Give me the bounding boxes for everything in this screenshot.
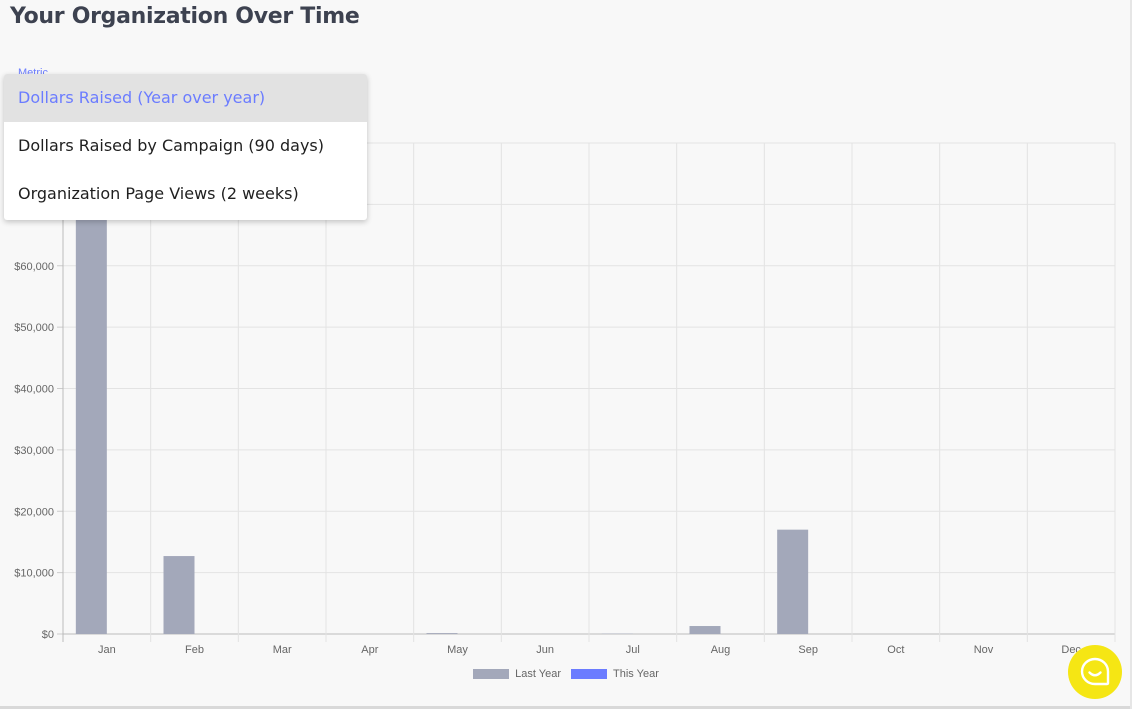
metric-dropdown-menu: Dollars Raised (Year over year) Dollars … (4, 74, 367, 220)
y-tick-label: $50,000 (14, 322, 54, 334)
bar-last-year-sep (777, 529, 809, 634)
bar-last-year-feb (163, 556, 195, 634)
x-tick-label: Jul (626, 644, 640, 656)
chat-launcher-button[interactable] (1068, 645, 1122, 699)
legend-swatch-this-year (571, 669, 607, 679)
legend-label-this-year: This Year (613, 668, 659, 680)
bar-last-year-may (426, 633, 458, 634)
legend-swatch-last-year (473, 669, 510, 679)
x-tick-label: Apr (361, 644, 378, 656)
bottom-border (0, 706, 1132, 709)
x-tick-label: Aug (711, 644, 731, 656)
y-tick-label: $40,000 (14, 384, 54, 396)
x-tick-label: Jan (98, 644, 116, 656)
page-title: Your Organization Over Time (10, 4, 360, 29)
x-tick-label: May (447, 644, 468, 656)
y-tick-label: $30,000 (14, 445, 54, 457)
x-tick-label: Nov (974, 644, 994, 656)
legend-item-last-year[interactable]: Last Year (473, 668, 561, 680)
y-tick-label: $10,000 (14, 568, 54, 580)
legend-item-this-year[interactable]: This Year (571, 668, 659, 680)
y-tick-label: $60,000 (14, 261, 54, 273)
right-border (1130, 0, 1132, 709)
x-tick-label: Feb (185, 644, 204, 656)
metric-option-page-views[interactable]: Organization Page Views (2 weeks) (18, 184, 299, 203)
bar-last-year-jan (75, 213, 107, 635)
chat-bubble-icon (1080, 657, 1110, 686)
x-tick-label: Sep (798, 644, 818, 656)
bar-last-year-aug (689, 626, 721, 634)
chart-legend: Last Year This Year (0, 668, 1132, 680)
metric-option-dollars-campaign[interactable]: Dollars Raised by Campaign (90 days) (18, 136, 324, 155)
y-tick-label: $0 (42, 629, 54, 641)
x-tick-label: Mar (273, 644, 292, 656)
x-tick-label: Jun (536, 644, 554, 656)
y-tick-label: $20,000 (14, 506, 54, 518)
legend-label-last-year: Last Year (515, 668, 561, 680)
x-tick-label: Oct (887, 644, 904, 656)
metric-option-dollars-yoy[interactable]: Dollars Raised (Year over year) (4, 74, 367, 122)
